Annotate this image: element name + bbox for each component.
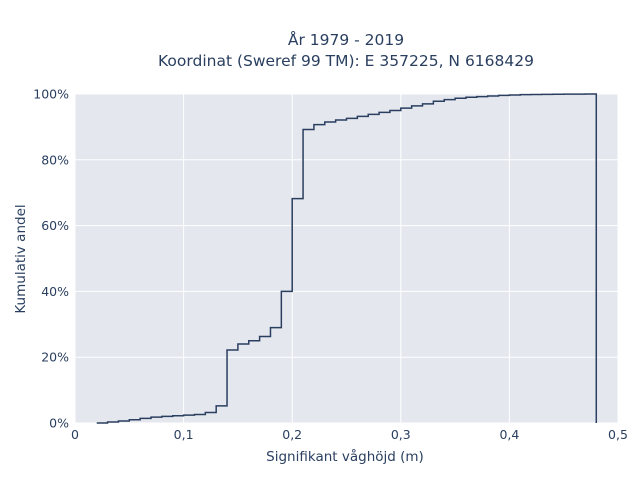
y-tick-label: 20% [41,350,69,365]
grid [74,93,619,424]
series-layer [96,93,598,424]
x-tick-label: 0,1 [174,427,194,442]
y-tick-label: 60% [41,218,69,233]
chart-title-line1: År 1979 - 2019 [288,30,404,49]
y-tick-label: 100% [33,87,69,102]
x-axis-label: Signifikant våghöjd (m) [266,448,424,465]
y-tick-label: 40% [41,284,69,299]
chart-title-line2: Koordinat (Sweref 99 TM): E 357225, N 61… [158,52,534,70]
x-tick-label: 0,4 [499,427,519,442]
x-tick-label: 0,5 [608,427,628,442]
tick-labels: 0 0,1 0,2 0,3 0,4 0,5 0% 20% 40% 60% 80% 100% [33,87,628,443]
x-tick-label: 0 [71,427,79,442]
series-line [96,93,598,424]
plot-area [75,94,618,423]
y-axis-label: Kumulativ andel [13,204,29,313]
x-tick-label: 0,2 [282,427,302,442]
y-tick-label: 0% [49,416,69,431]
x-tick-label: 0,3 [391,427,411,442]
y-tick-label: 80% [41,152,69,167]
